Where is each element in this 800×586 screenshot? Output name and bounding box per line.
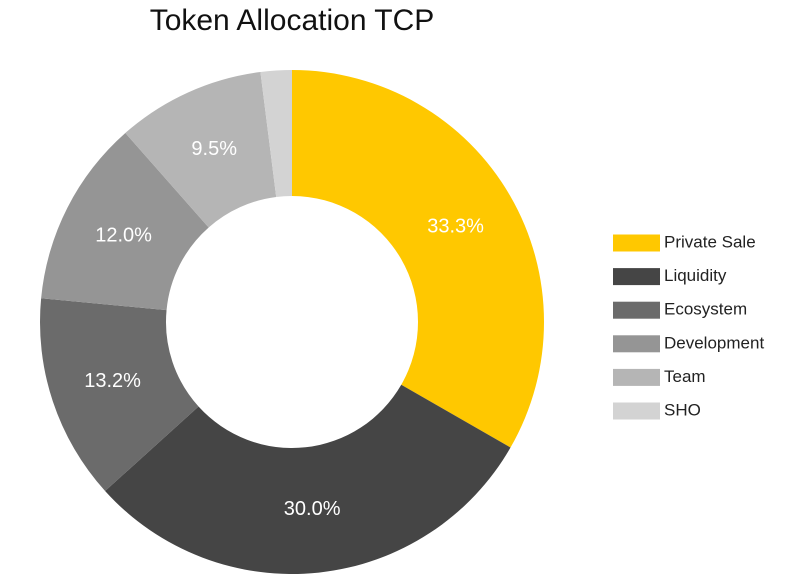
donut-slice xyxy=(125,71,277,228)
legend-swatch xyxy=(613,335,660,353)
legend-swatch xyxy=(613,234,660,252)
donut-slice xyxy=(39,298,199,492)
value-label: 12.0% xyxy=(95,224,152,246)
legend-label: SHO xyxy=(664,400,701,419)
legend-label: Private Sale xyxy=(664,232,756,251)
legend-label: Ecosystem xyxy=(664,300,747,319)
legend-swatch xyxy=(613,368,660,386)
donut-slice xyxy=(292,70,544,448)
value-label: 13.2% xyxy=(84,370,141,392)
value-label: 33.3% xyxy=(427,216,484,238)
chart-title: Token Allocation TCP xyxy=(150,4,435,37)
legend-swatch xyxy=(613,301,660,319)
legend-label: Team xyxy=(664,367,706,386)
legend-label: Liquidity xyxy=(664,266,727,285)
value-label: 9.5% xyxy=(191,138,237,160)
donut-slice xyxy=(105,384,511,574)
value-label: 30.0% xyxy=(284,498,341,520)
legend-label: Development xyxy=(664,333,764,352)
donut-slice xyxy=(260,70,292,197)
legend-swatch xyxy=(613,402,660,420)
donut-slice xyxy=(41,132,209,311)
legend-swatch xyxy=(613,268,660,286)
